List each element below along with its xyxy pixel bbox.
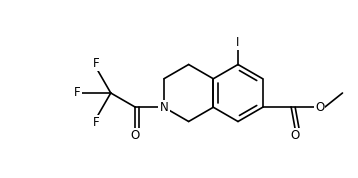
Text: I: I bbox=[236, 36, 240, 49]
Text: N: N bbox=[160, 101, 168, 114]
Text: O: O bbox=[315, 101, 324, 114]
Text: F: F bbox=[74, 87, 81, 100]
Text: F: F bbox=[93, 116, 100, 129]
Text: O: O bbox=[131, 129, 140, 142]
Text: O: O bbox=[291, 129, 300, 142]
Text: F: F bbox=[93, 57, 100, 70]
